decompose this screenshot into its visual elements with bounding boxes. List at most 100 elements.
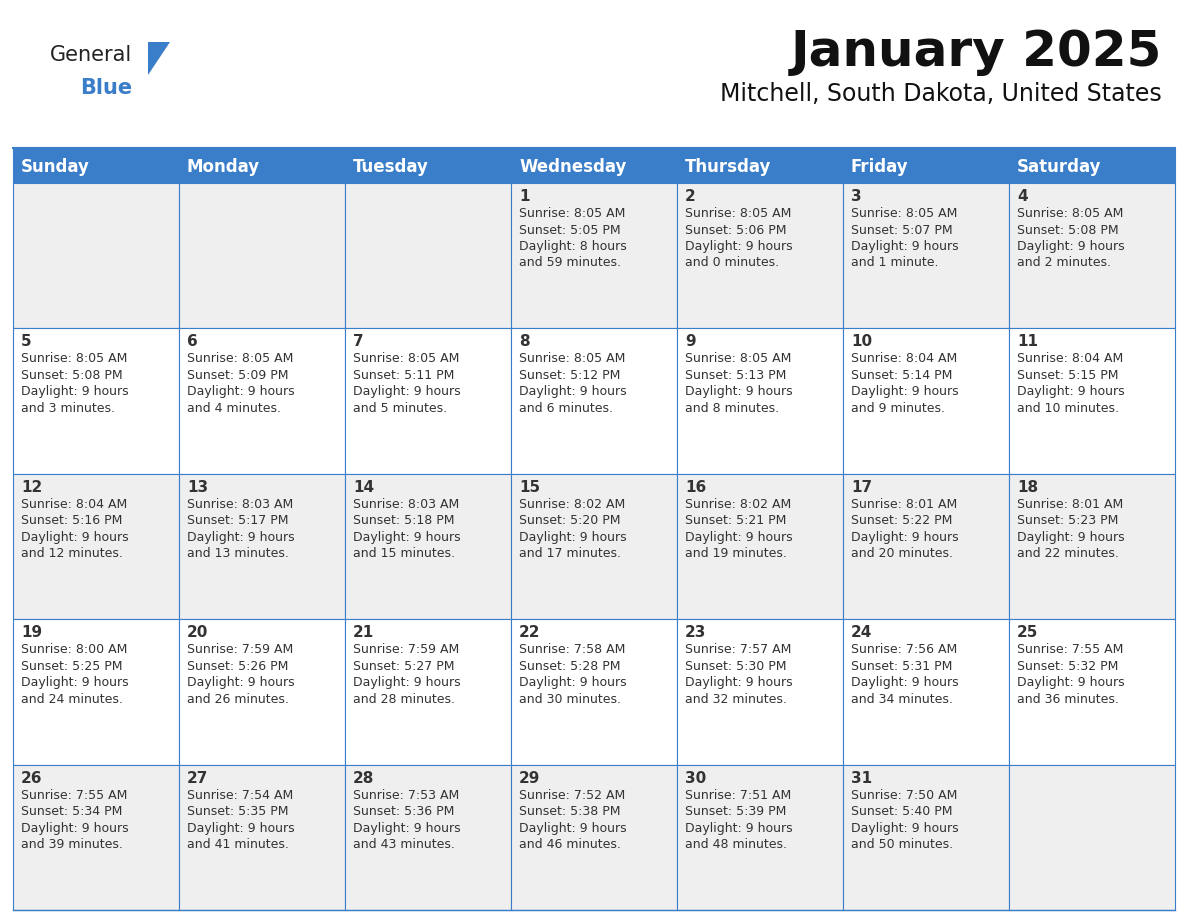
Text: Sunset: 5:07 PM: Sunset: 5:07 PM [851, 223, 953, 237]
Bar [677, 183, 843, 329]
Text: and 48 minutes.: and 48 minutes. [685, 838, 786, 851]
Polygon shape [148, 42, 170, 75]
Text: Blue: Blue [80, 78, 132, 98]
Bar [843, 329, 1009, 474]
Bar [1009, 148, 1175, 183]
Text: 13: 13 [187, 480, 208, 495]
Text: Sunrise: 7:58 AM: Sunrise: 7:58 AM [519, 644, 625, 656]
Text: Sunset: 5:36 PM: Sunset: 5:36 PM [353, 805, 454, 818]
Bar [179, 620, 345, 765]
Text: Sunrise: 8:05 AM: Sunrise: 8:05 AM [1017, 207, 1124, 220]
Text: Sunset: 5:20 PM: Sunset: 5:20 PM [519, 514, 620, 527]
Text: 10: 10 [851, 334, 872, 350]
Text: 19: 19 [21, 625, 42, 640]
Text: Sunrise: 8:00 AM: Sunrise: 8:00 AM [21, 644, 127, 656]
Text: 8: 8 [519, 334, 530, 350]
Text: 14: 14 [353, 480, 374, 495]
Text: Sunset: 5:14 PM: Sunset: 5:14 PM [851, 369, 953, 382]
Text: Sunrise: 8:02 AM: Sunrise: 8:02 AM [519, 498, 625, 510]
Text: Sunset: 5:40 PM: Sunset: 5:40 PM [851, 805, 953, 818]
Text: 31: 31 [851, 770, 872, 786]
Text: Daylight: 9 hours: Daylight: 9 hours [685, 240, 792, 253]
Text: Sunrise: 8:05 AM: Sunrise: 8:05 AM [685, 207, 791, 220]
Text: Sunrise: 8:05 AM: Sunrise: 8:05 AM [187, 353, 293, 365]
Text: Daylight: 9 hours: Daylight: 9 hours [1017, 386, 1125, 398]
Text: 21: 21 [353, 625, 374, 640]
Text: 30: 30 [685, 770, 706, 786]
Text: Daylight: 9 hours: Daylight: 9 hours [851, 386, 959, 398]
Text: and 39 minutes.: and 39 minutes. [21, 838, 122, 851]
Bar [843, 148, 1009, 183]
Bar [843, 765, 1009, 910]
Text: Sunrise: 7:59 AM: Sunrise: 7:59 AM [353, 644, 460, 656]
Text: 26: 26 [21, 770, 43, 786]
Text: 17: 17 [851, 480, 872, 495]
Text: Sunset: 5:11 PM: Sunset: 5:11 PM [353, 369, 454, 382]
Text: Sunrise: 7:55 AM: Sunrise: 7:55 AM [21, 789, 127, 801]
Text: Daylight: 9 hours: Daylight: 9 hours [187, 386, 295, 398]
Text: and 4 minutes.: and 4 minutes. [187, 402, 282, 415]
Text: 25: 25 [1017, 625, 1038, 640]
Text: Sunrise: 8:05 AM: Sunrise: 8:05 AM [519, 207, 625, 220]
Text: and 20 minutes.: and 20 minutes. [851, 547, 953, 560]
Text: Sunset: 5:09 PM: Sunset: 5:09 PM [187, 369, 289, 382]
Text: 3: 3 [851, 189, 861, 204]
Text: Sunset: 5:27 PM: Sunset: 5:27 PM [353, 660, 455, 673]
Text: Sunset: 5:31 PM: Sunset: 5:31 PM [851, 660, 953, 673]
Text: Daylight: 9 hours: Daylight: 9 hours [685, 822, 792, 834]
Text: Sunrise: 8:02 AM: Sunrise: 8:02 AM [685, 498, 791, 510]
Text: Sunset: 5:08 PM: Sunset: 5:08 PM [21, 369, 122, 382]
Bar [511, 329, 677, 474]
Bar [511, 765, 677, 910]
Text: Daylight: 9 hours: Daylight: 9 hours [519, 531, 626, 543]
Text: Sunrise: 8:05 AM: Sunrise: 8:05 AM [353, 353, 460, 365]
Text: and 10 minutes.: and 10 minutes. [1017, 402, 1119, 415]
Text: Sunrise: 8:05 AM: Sunrise: 8:05 AM [21, 353, 127, 365]
Text: Daylight: 9 hours: Daylight: 9 hours [851, 240, 959, 253]
Text: Sunrise: 8:05 AM: Sunrise: 8:05 AM [851, 207, 958, 220]
Text: 20: 20 [187, 625, 208, 640]
Text: and 46 minutes.: and 46 minutes. [519, 838, 621, 851]
Text: Daylight: 9 hours: Daylight: 9 hours [21, 677, 128, 689]
Text: Mitchell, South Dakota, United States: Mitchell, South Dakota, United States [720, 82, 1162, 106]
Text: Wednesday: Wednesday [519, 158, 626, 175]
Bar [1009, 183, 1175, 329]
Text: 23: 23 [685, 625, 707, 640]
Bar [511, 620, 677, 765]
Text: Daylight: 9 hours: Daylight: 9 hours [187, 677, 295, 689]
Text: Sunrise: 7:54 AM: Sunrise: 7:54 AM [187, 789, 293, 801]
Bar [511, 183, 677, 329]
Text: and 17 minutes.: and 17 minutes. [519, 547, 621, 560]
Text: Sunset: 5:21 PM: Sunset: 5:21 PM [685, 514, 786, 527]
Text: Daylight: 9 hours: Daylight: 9 hours [519, 386, 626, 398]
Text: Sunset: 5:15 PM: Sunset: 5:15 PM [1017, 369, 1118, 382]
Text: 4: 4 [1017, 189, 1028, 204]
Text: Daylight: 9 hours: Daylight: 9 hours [353, 386, 461, 398]
Text: Sunset: 5:12 PM: Sunset: 5:12 PM [519, 369, 620, 382]
Text: and 36 minutes.: and 36 minutes. [1017, 693, 1119, 706]
Text: Sunrise: 7:56 AM: Sunrise: 7:56 AM [851, 644, 958, 656]
Bar [1009, 765, 1175, 910]
Text: and 59 minutes.: and 59 minutes. [519, 256, 621, 270]
Text: and 6 minutes.: and 6 minutes. [519, 402, 613, 415]
Text: 5: 5 [21, 334, 32, 350]
Text: Sunset: 5:30 PM: Sunset: 5:30 PM [685, 660, 786, 673]
Text: 22: 22 [519, 625, 541, 640]
Text: and 26 minutes.: and 26 minutes. [187, 693, 289, 706]
Text: Daylight: 9 hours: Daylight: 9 hours [519, 822, 626, 834]
Bar [179, 148, 345, 183]
Text: 2: 2 [685, 189, 696, 204]
Bar [13, 148, 179, 183]
Text: 29: 29 [519, 770, 541, 786]
Bar [511, 148, 677, 183]
Bar [179, 329, 345, 474]
Bar [677, 474, 843, 620]
Text: and 9 minutes.: and 9 minutes. [851, 402, 944, 415]
Text: Daylight: 9 hours: Daylight: 9 hours [353, 531, 461, 543]
Text: Daylight: 9 hours: Daylight: 9 hours [1017, 677, 1125, 689]
Text: and 0 minutes.: and 0 minutes. [685, 256, 779, 270]
Text: and 24 minutes.: and 24 minutes. [21, 693, 122, 706]
Text: and 15 minutes.: and 15 minutes. [353, 547, 455, 560]
Text: General: General [50, 45, 132, 65]
Text: Daylight: 9 hours: Daylight: 9 hours [851, 822, 959, 834]
